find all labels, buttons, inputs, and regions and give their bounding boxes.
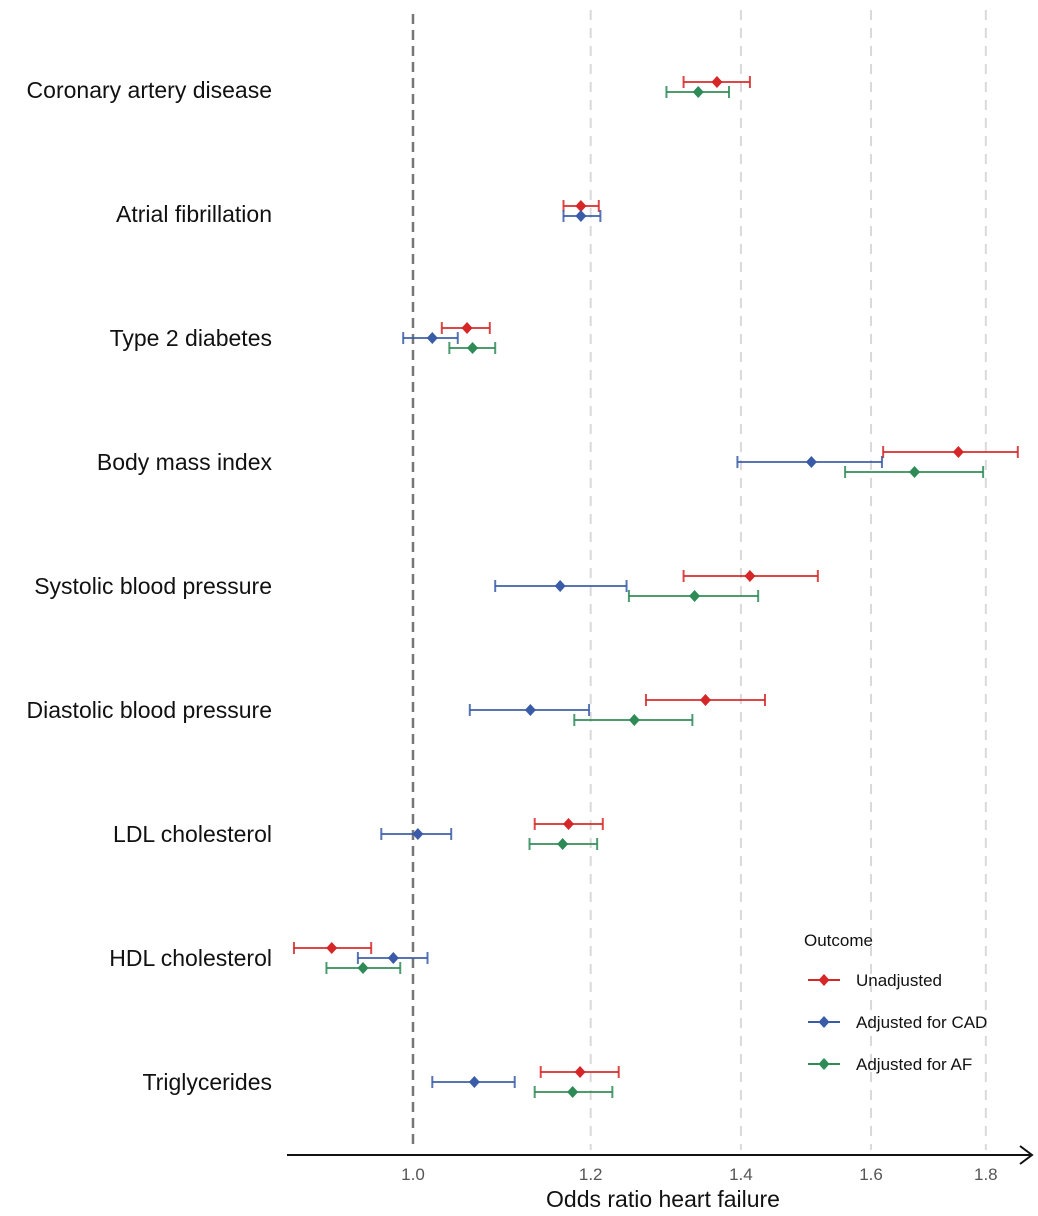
point-diamond — [952, 446, 964, 458]
point-diamond — [567, 1086, 579, 1098]
data-point — [440, 322, 491, 334]
x-axis — [287, 1145, 1034, 1165]
data-point — [627, 590, 760, 602]
series-adjusted-for-cad — [356, 210, 883, 1088]
category-label: LDL cholesterol — [113, 821, 272, 847]
data-point — [882, 446, 1019, 458]
data-point — [528, 838, 599, 850]
point-diamond — [711, 76, 723, 88]
data-point — [682, 76, 751, 88]
data-point — [562, 200, 600, 212]
data-point — [736, 456, 883, 468]
point-diamond — [575, 210, 587, 222]
point-diamond — [524, 704, 536, 716]
grid-lines — [589, 10, 987, 1150]
category-label: Body mass index — [97, 449, 273, 475]
point-diamond — [699, 694, 711, 706]
data-point — [539, 1066, 620, 1078]
point-diamond — [412, 828, 424, 840]
category-label: HDL cholesterol — [109, 945, 272, 971]
x-tick-label: 1.4 — [729, 1165, 753, 1184]
category-labels: Coronary artery disease Atrial fibrillati… — [27, 77, 273, 1095]
data-point — [644, 694, 766, 706]
legend-label: Adjusted for AF — [856, 1055, 972, 1074]
x-axis-title: Odds ratio heart failure — [546, 1186, 780, 1212]
series-adjusted-for-af — [325, 86, 985, 1098]
data-point — [356, 952, 429, 964]
legend: Outcome Unadjusted Adjusted for CAD Adjust… — [804, 931, 987, 1074]
x-tick-labels: 1.0 1.2 1.4 1.6 1.8 — [401, 1165, 997, 1184]
x-axis-arrow-icon — [1019, 1145, 1034, 1165]
x-tick-label: 1.2 — [579, 1165, 603, 1184]
point-diamond — [909, 466, 921, 478]
category-label: Type 2 diabetes — [110, 325, 272, 351]
point-diamond — [744, 570, 756, 582]
data-point — [380, 828, 453, 840]
data-point — [844, 466, 985, 478]
point-diamond — [692, 86, 704, 98]
data-point — [562, 210, 602, 222]
data-point — [468, 704, 591, 716]
point-diamond — [575, 200, 587, 212]
point-diamond — [628, 714, 640, 726]
legend-diamond-icon — [818, 1058, 830, 1070]
point-diamond — [689, 590, 701, 602]
point-diamond — [554, 580, 566, 592]
series-group — [292, 76, 1019, 1098]
point-diamond — [805, 456, 817, 468]
data-point — [448, 342, 497, 354]
legend-item: Adjusted for AF — [808, 1055, 972, 1074]
category-label: Coronary artery disease — [27, 77, 272, 103]
data-point — [533, 1086, 614, 1098]
category-label: Systolic blood pressure — [34, 573, 272, 599]
legend-diamond-icon — [818, 1016, 830, 1028]
data-point — [402, 332, 459, 344]
legend-title: Outcome — [804, 931, 873, 950]
legend-diamond-icon — [818, 974, 830, 986]
legend-label: Adjusted for CAD — [856, 1013, 987, 1032]
data-point — [292, 942, 373, 954]
data-point — [494, 580, 628, 592]
point-diamond — [574, 1066, 586, 1078]
point-diamond — [461, 322, 473, 334]
data-point — [533, 818, 604, 830]
data-point — [325, 962, 402, 974]
series-unadjusted — [292, 76, 1019, 1078]
legend-label: Unadjusted — [856, 971, 942, 990]
point-diamond — [426, 332, 438, 344]
x-tick-label: 1.6 — [859, 1165, 883, 1184]
x-tick-label: 1.0 — [401, 1165, 425, 1184]
point-diamond — [557, 838, 569, 850]
legend-item: Unadjusted — [808, 971, 942, 990]
category-label: Diastolic blood pressure — [27, 697, 272, 723]
point-diamond — [563, 818, 575, 830]
data-point — [431, 1076, 516, 1088]
x-tick-label: 1.8 — [974, 1165, 998, 1184]
data-point — [573, 714, 694, 726]
point-diamond — [387, 952, 399, 964]
point-diamond — [467, 342, 479, 354]
point-diamond — [468, 1076, 480, 1088]
data-point — [665, 86, 731, 98]
point-diamond — [357, 962, 369, 974]
point-diamond — [326, 942, 338, 954]
category-label: Atrial fibrillation — [116, 201, 272, 227]
legend-item: Adjusted for CAD — [808, 1013, 987, 1032]
data-point — [682, 570, 819, 582]
category-label: Triglycerides — [142, 1069, 272, 1095]
